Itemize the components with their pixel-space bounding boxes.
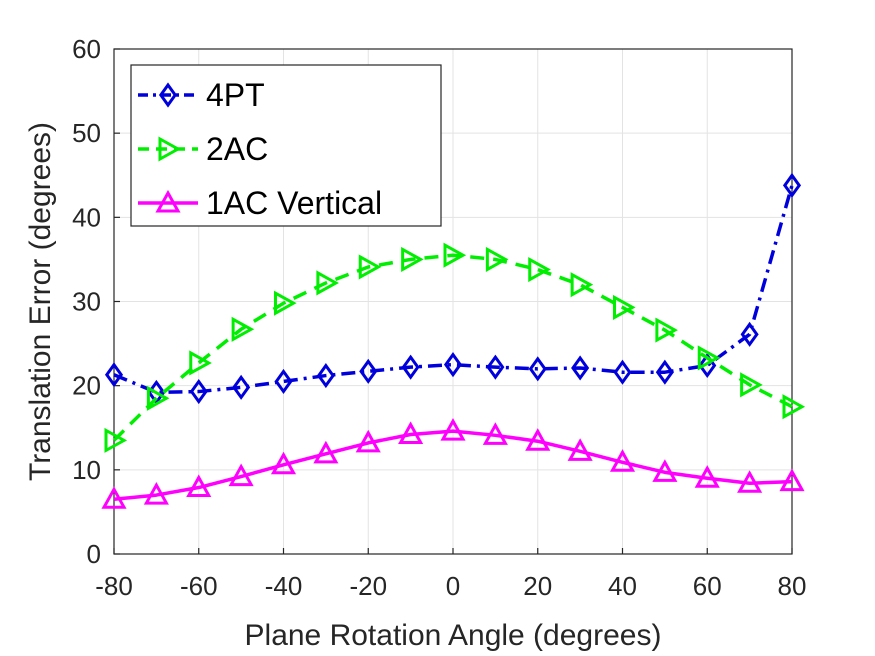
data-point-marker [528,356,547,382]
data-point-marker [401,246,424,272]
data-point-marker [528,256,551,283]
legend-box [130,64,442,227]
y-tick-label: 50 [72,118,101,148]
data-point-marker [779,468,805,492]
data-point-marker [189,378,208,405]
data-point-marker [316,362,335,389]
tick-marks [113,48,793,555]
series-line-4pt [113,184,794,395]
x-tick-label: 20 [523,571,552,601]
legend-item-2ac: 2AC [138,131,268,167]
data-point-marker [270,451,297,475]
data-point-marker [652,459,678,482]
y-tick-label: 60 [72,34,101,64]
legend-item-4pt: 4PT [138,77,265,113]
legend-label: 2AC [206,131,268,167]
y-tick-label: 10 [72,455,101,485]
data-point-marker [782,172,802,198]
series-2ac [104,242,806,453]
x-tick-label: -40 [265,571,303,601]
data-point-marker [231,316,255,342]
data-point-marker [609,449,636,472]
y-tick-label: 30 [72,287,101,317]
data-point-marker [228,463,254,487]
data-point-marker [101,486,127,509]
legend-marker [158,136,182,162]
data-point-marker [613,294,636,320]
data-point-marker [485,246,509,272]
x-tick-label: -60 [180,571,218,601]
data-point-marker [486,354,505,380]
data-point-marker [355,429,381,453]
data-point-marker [571,355,590,381]
data-point-marker [313,440,339,464]
y-tick-labels: 0 10 20 30 40 50 60 [72,34,101,569]
data-point-marker [274,290,297,316]
data-point-marker [104,427,128,453]
legend-label: 4PT [206,77,265,113]
y-axis-label: Translation Error (degrees) [24,122,57,481]
data-point-marker [570,272,594,298]
x-tick-label: 80 [778,571,807,601]
x-tick-label: -20 [349,571,387,601]
y-tick-label: 40 [72,202,101,232]
data-point-marker [316,270,339,296]
y-tick-label: 0 [87,539,101,569]
data-point-marker [740,321,759,347]
series-line-2ac [112,253,793,442]
legend-marker [155,189,181,213]
data-point-marker [697,345,721,371]
x-axis-label: Plane Rotation Angle (degrees) [245,619,662,652]
data-point-marker [186,474,212,498]
data-point-marker [358,254,382,280]
data-point-marker [398,421,424,444]
data-point-marker [143,481,169,505]
data-point-marker [146,385,170,411]
series-line-1ac-vertical [113,429,793,502]
data-point-marker [440,418,466,441]
data-point-marker [482,422,508,445]
data-point-marker [694,465,720,488]
y-tick-label: 20 [72,371,101,401]
data-point-marker [737,470,763,493]
data-point-marker [655,359,674,385]
legend: 4PT 2AC 1AC Vertical [130,64,442,227]
data-point-marker [740,372,763,398]
data-point-marker [401,354,420,380]
x-tick-label: -80 [95,571,133,601]
legend-marker [158,82,178,108]
legend-label: 1AC Vertical [206,185,382,221]
data-point-marker [104,362,124,388]
x-tick-labels: -80 -60 -40 -20 0 20 40 60 80 [95,571,806,601]
data-point-marker [655,317,678,343]
data-point-marker [189,350,212,376]
x-tick-label: 40 [608,571,637,601]
series-1ac-vertical [101,418,805,509]
data-point-marker [232,374,251,400]
data-point-marker [274,368,293,395]
data-point-marker [613,359,632,385]
x-tick-label: 0 [446,571,460,601]
data-point-marker [443,242,467,268]
data-point-marker [782,394,806,420]
x-tick-label: 60 [693,571,722,601]
data-point-marker [525,428,551,451]
legend-item-1ac-vertical: 1AC Vertical [138,185,382,221]
data-point-marker [567,438,593,461]
data-point-marker [359,358,378,384]
data-point-marker [443,352,463,378]
series-group [101,172,806,509]
